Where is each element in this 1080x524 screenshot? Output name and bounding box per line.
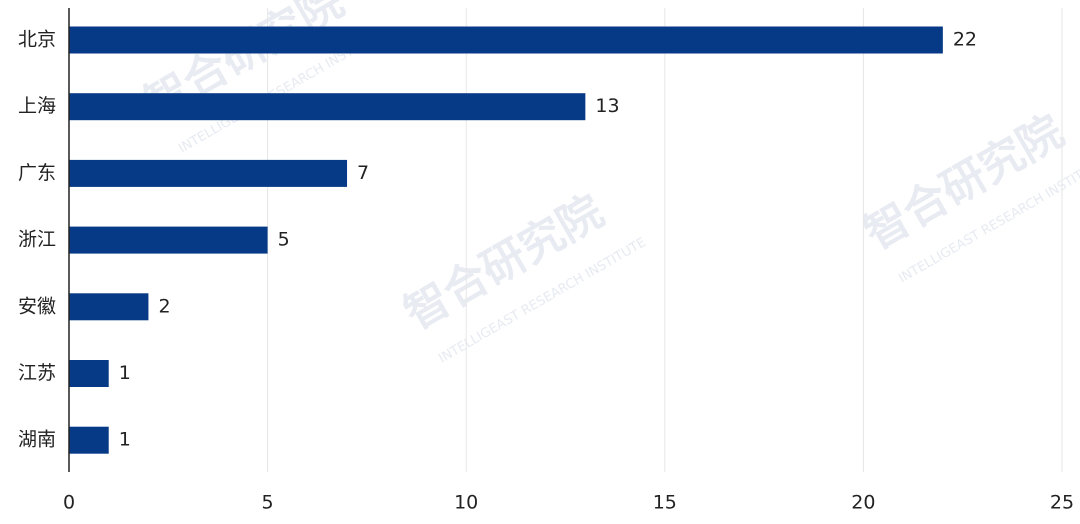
value-label: 2 [158, 295, 170, 317]
plot-area: 0 5 10 15 20 25 北京 22 上海 13 广东 7 浙江 5 安徽 2 江苏 1 湖南 1 [18, 8, 1074, 514]
value-label: 1 [119, 362, 131, 384]
bar [69, 226, 268, 254]
x-tick-label: 5 [262, 492, 274, 514]
bar [69, 426, 109, 454]
bar [69, 360, 109, 387]
y-tick-label: 安徽 [18, 295, 56, 317]
bar [69, 26, 943, 54]
x-tick-label: 10 [454, 492, 478, 514]
value-label: 1 [119, 429, 131, 451]
bar [69, 293, 149, 321]
y-tick-label: 浙江 [18, 229, 56, 251]
x-tick-label: 25 [1050, 492, 1074, 514]
value-label: 13 [595, 95, 619, 117]
y-tick-label: 江苏 [18, 362, 56, 384]
y-tick-label: 广东 [18, 162, 56, 184]
x-tick-label: 20 [851, 492, 875, 514]
x-tick-label: 15 [653, 492, 677, 514]
bar [69, 93, 586, 121]
value-label: 22 [953, 29, 977, 51]
value-label: 5 [278, 229, 290, 251]
y-tick-label: 上海 [18, 95, 56, 117]
y-tick-label: 湖南 [18, 429, 56, 451]
bar [69, 159, 348, 187]
value-label: 7 [357, 162, 369, 184]
x-tick-label: 0 [63, 492, 75, 514]
y-tick-label: 北京 [18, 29, 56, 51]
